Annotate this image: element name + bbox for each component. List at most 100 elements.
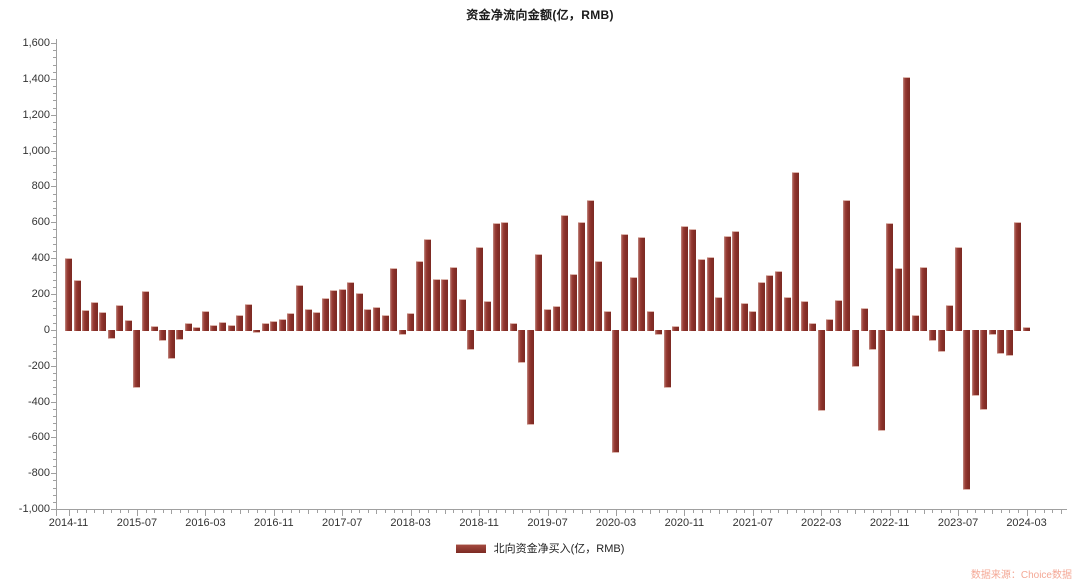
x-tick-label: 2016-11 <box>254 517 294 529</box>
y-minor-tick <box>53 466 56 467</box>
bar-2021-09 <box>766 275 774 331</box>
y-major-tick <box>51 150 56 152</box>
x-tick-label: 2024-03 <box>1006 517 1047 529</box>
y-minor-tick <box>53 358 56 360</box>
x-tick-label: 2018-11 <box>459 517 499 529</box>
bar-2019-01 <box>492 222 500 331</box>
bar-2016-12 <box>278 318 286 331</box>
bar-2017-07 <box>338 289 346 331</box>
y-minor-tick <box>53 336 56 338</box>
x-tick <box>846 510 848 513</box>
x-tick <box>77 510 79 513</box>
x-tick-label: 2021-07 <box>732 517 773 529</box>
bar-2022-01 <box>800 300 808 331</box>
x-tick <box>231 510 232 513</box>
bar-2020-02 <box>603 310 611 331</box>
x-tick-label: 2022-03 <box>801 517 842 529</box>
x-tick-label: 2022-11 <box>869 517 910 529</box>
bar-2021-10 <box>774 271 782 331</box>
y-major-tick <box>51 78 56 80</box>
bar-2021-03 <box>715 296 723 331</box>
bar-2017-02 <box>295 284 303 331</box>
x-tick <box>735 510 737 513</box>
x-tick <box>436 510 438 513</box>
x-tick <box>932 510 934 513</box>
bar-2023-08 <box>963 329 971 491</box>
x-tick <box>769 510 771 513</box>
x-tick <box>222 510 224 513</box>
x-tick <box>564 510 566 513</box>
y-major-tick <box>51 437 56 439</box>
x-tick <box>1052 510 1054 513</box>
x-tick-label: 2023-07 <box>937 517 979 529</box>
y-minor-tick <box>53 243 56 245</box>
x-tick <box>256 510 258 513</box>
x-tick <box>744 510 746 513</box>
y-tick-label: 0 <box>43 323 50 336</box>
x-tick-label: 2015-07 <box>116 517 158 529</box>
bar-2018-02 <box>398 329 406 335</box>
x-tick <box>1043 510 1045 513</box>
y-minor-tick <box>53 308 56 310</box>
bar-2018-12 <box>484 301 492 331</box>
x-tick <box>1060 510 1062 514</box>
x-tick <box>821 510 823 516</box>
bar-2018-11 <box>475 246 483 331</box>
x-tick <box>941 510 942 513</box>
x-tick <box>598 510 600 513</box>
y-minor-tick <box>53 394 56 396</box>
y-axis-line <box>56 39 57 510</box>
bar-2021-08 <box>757 282 765 331</box>
x-tick <box>136 510 138 516</box>
x-tick <box>1026 510 1028 516</box>
x-tick <box>205 510 207 516</box>
x-tick <box>650 510 652 514</box>
bar-2022-05 <box>834 300 842 331</box>
y-minor-tick <box>53 272 56 274</box>
bar-2017-01 <box>287 313 295 331</box>
bar-2014-11 <box>65 257 72 331</box>
y-tick-label: -400 <box>27 395 50 408</box>
y-minor-tick <box>53 200 56 202</box>
y-minor-tick <box>53 136 56 138</box>
y-minor-tick <box>53 279 56 281</box>
bar-2020-03 <box>612 329 620 453</box>
x-tick <box>761 510 763 513</box>
x-tick <box>641 510 643 513</box>
bar-2023-02 <box>911 314 919 331</box>
y-minor-tick <box>53 501 56 503</box>
chart-title: 资金净流向金额(亿，RMB) <box>466 8 614 22</box>
bar-2016-08 <box>244 303 252 331</box>
y-minor-tick <box>53 86 56 87</box>
bar-2023-09 <box>971 329 979 396</box>
y-major-tick <box>51 473 56 475</box>
x-tick <box>68 510 70 516</box>
bar-2018-05 <box>424 239 432 331</box>
bar-2016-07 <box>236 314 244 331</box>
x-tick <box>898 510 900 513</box>
y-minor-tick <box>53 480 56 482</box>
y-minor-tick <box>53 179 56 181</box>
bar-2019-04 <box>518 329 526 364</box>
bar-2022-10 <box>877 329 885 432</box>
x-tick <box>265 510 267 513</box>
bar-2016-10 <box>261 323 269 331</box>
bar-2019-09 <box>561 215 569 331</box>
x-tick <box>889 510 891 516</box>
x-tick <box>787 510 788 514</box>
x-tick <box>171 510 173 514</box>
x-tick <box>213 510 215 513</box>
bar-2022-02 <box>809 322 817 331</box>
bar-2016-11 <box>270 321 278 331</box>
x-tick <box>556 510 558 513</box>
bar-2022-12 <box>894 268 902 331</box>
x-axis-line <box>56 509 1067 510</box>
y-minor-tick <box>53 50 56 52</box>
x-tick <box>521 510 523 513</box>
x-tick <box>333 510 335 513</box>
y-minor-tick <box>53 430 56 432</box>
x-tick <box>718 510 720 514</box>
x-tick <box>752 510 754 516</box>
bar-2017-10 <box>364 309 372 331</box>
y-minor-tick <box>53 250 56 252</box>
